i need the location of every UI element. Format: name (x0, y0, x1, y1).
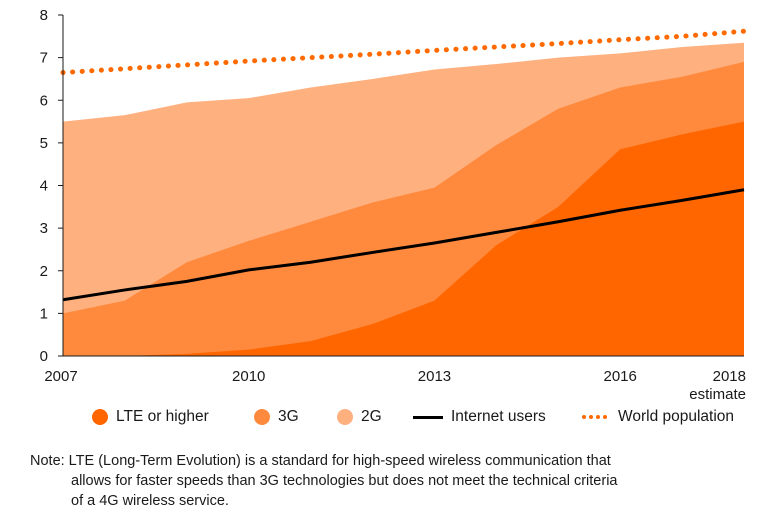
line-internet-users (62, 188, 745, 302)
legend-swatch-internet-users (413, 415, 443, 419)
chart-note: Note: LTE (Long-Term Evolution) is a sta… (30, 451, 750, 511)
note-line-3: of a 4G wireless service. (71, 493, 229, 509)
note-line-1: Note: LTE (Long-Term Evolution) is a sta… (30, 453, 611, 469)
legend-label-internet-users: Internet users (451, 408, 546, 425)
legend-label-lte: LTE or higher (116, 408, 209, 425)
line-world-population (60, 28, 747, 76)
x-tick-label: 2013 (418, 368, 451, 385)
legend-label-3g: 3G (278, 408, 299, 425)
y-tick-label: 2 (40, 263, 48, 280)
y-tick-label: 8 (40, 7, 48, 24)
area-layers (63, 42, 744, 357)
x-tick-label: 2010 (232, 368, 265, 385)
y-tick-label: 6 (40, 92, 48, 109)
y-tick-label: 3 (40, 220, 48, 237)
area-lte-or-higher (63, 121, 744, 356)
legend-item-internet-users: Internet users (413, 408, 546, 426)
legend-label-world-population: World population (618, 408, 735, 425)
y-tick-label: 0 (40, 348, 48, 365)
note-line-2: allows for faster speeds than 3G technol… (71, 473, 618, 489)
y-tick-label: 4 (40, 178, 48, 195)
legend-item-world-population: World population (582, 408, 734, 426)
x-tick-sublabel: estimate (689, 386, 746, 403)
legend-item-3g: 3G (254, 408, 299, 426)
x-tick-label: 2016 (603, 368, 636, 385)
legend-label-2g: 2G (361, 408, 382, 425)
x-tick-label: 2007 (44, 368, 77, 385)
legend-swatch-3g (254, 409, 270, 425)
legend-swatch-2g (337, 409, 353, 425)
legend-swatch-world-population (582, 415, 610, 419)
legend-item-2g: 2G (337, 408, 382, 426)
y-tick-label: 7 (40, 50, 48, 67)
legend: LTE or higher 3G 2G Internet users World… (0, 408, 768, 432)
legend-swatch-lte (92, 409, 108, 425)
x-tick-label: 2018 (713, 368, 746, 385)
y-tick-label: 1 (40, 305, 48, 322)
y-tick-label: 5 (40, 135, 48, 152)
line-layers (60, 28, 747, 302)
legend-item-lte: LTE or higher (92, 408, 209, 426)
